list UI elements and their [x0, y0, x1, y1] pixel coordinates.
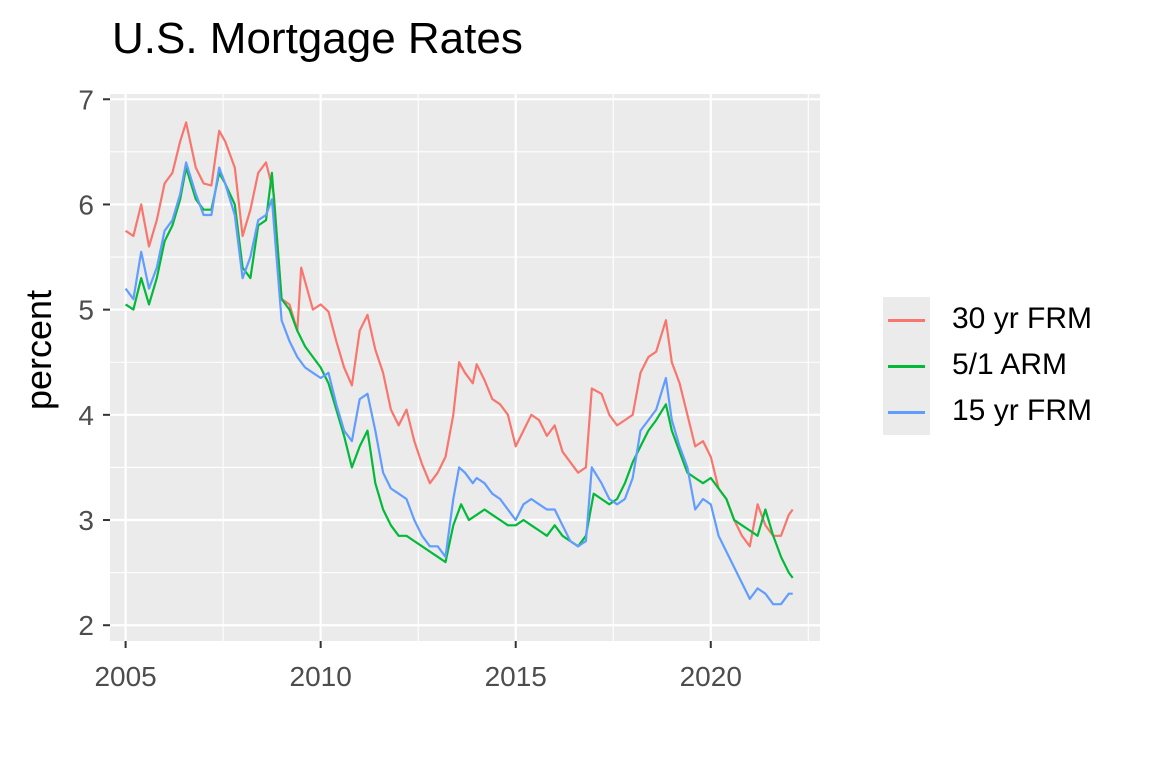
- x-tick-label: 2010: [290, 661, 352, 692]
- series-line-2: [124, 161, 793, 606]
- x-tick-label: 2020: [680, 661, 742, 692]
- legend-key-arm: [888, 365, 925, 368]
- grid-major: [110, 94, 820, 641]
- series-layer: [124, 121, 794, 606]
- axis-layer: 2005 2010 2015 2020 2 3 4 5 6 7: [78, 84, 741, 692]
- legend-label-30yr: 30 yr FRM: [952, 302, 1093, 335]
- legend-label-15yr: 15 yr FRM: [952, 394, 1093, 427]
- grid-minor: [27, 94, 820, 641]
- series-line-1: [124, 166, 794, 579]
- legend: 30 yr FRM 5/1 ARM 15 yr FRM: [883, 297, 1092, 435]
- y-axis-title: percent: [18, 289, 59, 410]
- y-tick-label: 6: [78, 189, 94, 220]
- y-tick-label: 3: [78, 505, 94, 536]
- y-tick-label: 7: [78, 84, 94, 115]
- legend-key-15yr: [888, 411, 925, 414]
- x-tick-label: 2005: [94, 661, 156, 692]
- legend-key-30yr: [888, 319, 925, 322]
- y-tick-label: 5: [78, 295, 94, 326]
- legend-item-15yr: 15 yr FRM: [883, 389, 1143, 435]
- legend-label-arm: 5/1 ARM: [952, 348, 1068, 381]
- series-line-0: [124, 121, 794, 548]
- legend-item-arm: 5/1 ARM: [883, 343, 1143, 389]
- legend-item-30yr: 30 yr FRM: [883, 297, 1143, 343]
- plot-panel: [110, 94, 820, 641]
- x-tick-label: 2015: [485, 661, 547, 692]
- y-tick-label: 4: [78, 400, 94, 431]
- y-tick-label: 2: [78, 610, 94, 641]
- chart-title: U.S. Mortgage Rates: [112, 14, 523, 63]
